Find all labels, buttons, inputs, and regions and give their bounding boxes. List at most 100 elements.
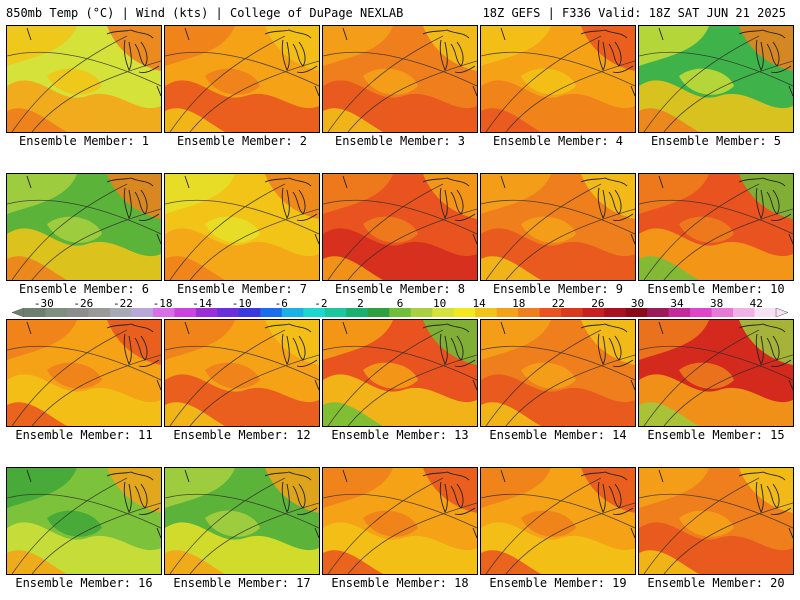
colorbar-swatch [668, 308, 691, 317]
colorbar-arrow-left [12, 308, 25, 317]
colorbar-swatch [475, 308, 498, 317]
colorbar-tick-label: 18 [512, 297, 526, 310]
colorbar-swatch [131, 308, 154, 317]
colorbar-tick-label: -30 [33, 297, 54, 310]
ensemble-member-label: Ensemble Member: 18 [331, 576, 469, 590]
ensemble-member-label: Ensemble Member: 8 [334, 282, 466, 296]
colorbar-tick-label: 30 [630, 297, 645, 310]
colorbar-swatch [152, 308, 175, 317]
colorbar-tick-label: -2 [314, 297, 328, 310]
colorbar-tick-label: 10 [432, 297, 447, 310]
ensemble-panel: Ensemble Member: 9 [480, 173, 636, 296]
ensemble-panel: Ensemble Member: 2 [164, 25, 320, 148]
ensemble-member-label: Ensemble Member: 7 [176, 282, 308, 296]
temperature-map [6, 25, 162, 133]
colorbar-tick-label: -18 [152, 297, 173, 310]
colorbar-swatch [109, 308, 132, 317]
temperature-map [322, 319, 478, 427]
ensemble-panel: Ensemble Member: 18 [322, 467, 478, 590]
colorbar-swatch [238, 308, 261, 317]
ensemble-panel: Ensemble Member: 7 [164, 173, 320, 296]
colorbar-swatch [24, 308, 46, 317]
colorbar-swatch [346, 308, 369, 317]
colorbar-swatch [754, 308, 777, 317]
ensemble-member-label: Ensemble Member: 14 [489, 428, 627, 442]
colorbar-tick-label: 34 [670, 297, 684, 310]
colorbar-swatch [690, 308, 713, 317]
temperature-map [322, 25, 478, 133]
colorbar-swatch [324, 308, 347, 317]
colorbar-tick-label: 42 [749, 297, 763, 310]
ensemble-member-label: Ensemble Member: 2 [176, 134, 308, 148]
colorbar-swatch [195, 308, 218, 317]
temperature-map [480, 319, 636, 427]
ensemble-member-label: Ensemble Member: 11 [15, 428, 153, 442]
run-valid-time: 18Z GEFS | F336 Valid: 18Z SAT JUN 21 20… [482, 6, 786, 20]
colorbar-swatch [367, 308, 390, 317]
ensemble-panel: Ensemble Member: 3 [322, 25, 478, 148]
colorbar-tick-label: -14 [192, 297, 213, 310]
colorbar-tick-label: -10 [231, 297, 252, 310]
colorbar-tick-label: 38 [710, 297, 724, 310]
colorbar-tick-label: -26 [73, 297, 94, 310]
colorbar-swatch [432, 308, 455, 317]
ensemble-member-label: Ensemble Member: 16 [15, 576, 153, 590]
colorbar-tick-label: 2 [357, 297, 364, 310]
temperature-map [6, 319, 162, 427]
ensemble-panel: Ensemble Member: 14 [480, 319, 636, 442]
ensemble-panel: Ensemble Member: 1 [6, 25, 162, 148]
colorbar-swatch [174, 308, 197, 317]
ensemble-panel: Ensemble Member: 17 [164, 467, 320, 590]
temperature-map [164, 173, 320, 281]
temperature-map [638, 173, 794, 281]
temperature-map [480, 467, 636, 575]
ensemble-panel: Ensemble Member: 16 [6, 467, 162, 590]
ensemble-panel: Ensemble Member: 19 [480, 467, 636, 590]
temperature-map [164, 319, 320, 427]
temperature-map [480, 173, 636, 281]
ensemble-panel: Ensemble Member: 13 [322, 319, 478, 442]
temperature-map [322, 467, 478, 575]
colorbar-tick-label: 26 [591, 297, 605, 310]
ensemble-member-label: Ensemble Member: 12 [173, 428, 311, 442]
colorbar-swatch [453, 308, 476, 317]
colorbar-tick-label: -22 [113, 297, 133, 310]
colorbar-swatch [389, 308, 412, 317]
ensemble-member-label: Ensemble Member: 5 [650, 134, 782, 148]
colorbar-swatch [281, 308, 304, 317]
ensemble-member-label: Ensemble Member: 19 [489, 576, 627, 590]
ensemble-member-label: Ensemble Member: 4 [492, 134, 624, 148]
colorbar-swatch [711, 308, 734, 317]
colorbar-swatch [496, 308, 519, 317]
ensemble-panel: Ensemble Member: 5 [638, 25, 794, 148]
colorbar-swatch [260, 308, 283, 317]
colorbar-tick-label: 22 [551, 297, 565, 310]
map-title: 850mb Temp (°C) | Wind (kts) | College o… [6, 6, 404, 20]
ensemble-member-label: Ensemble Member: 9 [492, 282, 624, 296]
ensemble-panel: Ensemble Member: 6 [6, 173, 162, 296]
ensemble-panel: Ensemble Member: 4 [480, 25, 636, 148]
colorbar-swatch [604, 308, 627, 317]
colorbar-swatch [45, 308, 68, 317]
colorbar-swatch [88, 308, 111, 317]
ensemble-panel: Ensemble Member: 12 [164, 319, 320, 442]
ensemble-member-label: Ensemble Member: 15 [647, 428, 785, 442]
ensemble-panel: Ensemble Member: 11 [6, 319, 162, 442]
colorbar-swatch [625, 308, 648, 317]
ensemble-panel: Ensemble Member: 20 [638, 467, 794, 590]
ensemble-panel: Ensemble Member: 15 [638, 319, 794, 442]
colorbar-labels: -30 -26 -22 -18 -14 -10 -6 -2 2 6 10 14 18 22 26 30 34 38… [12, 297, 788, 310]
temperature-map [638, 467, 794, 575]
temperature-map [322, 173, 478, 281]
ensemble-member-label: Ensemble Member: 20 [647, 576, 785, 590]
colorbar-tick-label: 6 [396, 297, 404, 310]
colorbar-swatch [217, 308, 240, 317]
colorbar-tick-label: 14 [472, 297, 486, 310]
colorbar-swatch [539, 308, 562, 317]
ensemble-member-label: Ensemble Member: 10 [647, 282, 785, 296]
ensemble-member-label: Ensemble Member: 17 [173, 576, 311, 590]
ensemble-member-label: Ensemble Member: 3 [334, 134, 466, 148]
temperature-map [480, 25, 636, 133]
colorbar-swatch [647, 308, 670, 317]
colorbar-tick-label: -6 [274, 297, 288, 310]
